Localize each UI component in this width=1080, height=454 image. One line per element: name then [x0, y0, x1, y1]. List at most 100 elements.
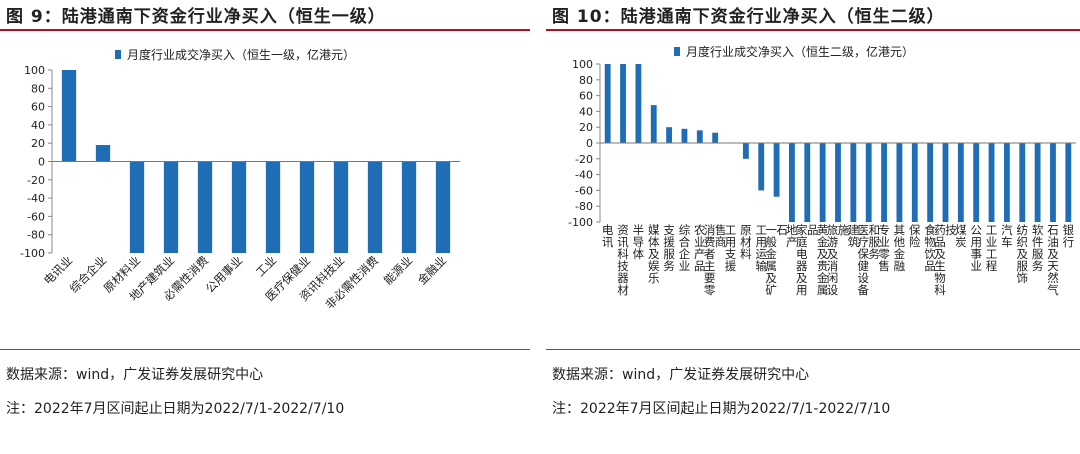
figure-10-bottom-rule: [546, 349, 1080, 350]
category-label: 家庭电器及用品: [796, 223, 819, 297]
bar-11: [401, 161, 417, 253]
bar-10: [742, 143, 749, 159]
figure-10-panel: 图 10：陆港通南下资金行业净买入（恒生二级） 100 80 60 40 20 0 -20 -…: [546, 0, 1080, 454]
bar-7: [265, 161, 281, 253]
y-tick-label: -40: [27, 192, 45, 205]
bar-25: [973, 143, 980, 222]
bar-20: [896, 143, 903, 222]
figure-9-top-rule: [0, 29, 530, 31]
bar-15: [819, 143, 826, 222]
y-tick-label: -60: [575, 184, 593, 197]
bar-22: [927, 143, 934, 222]
bar-21: [911, 143, 918, 222]
category-label: 工用支援: [725, 223, 737, 273]
bar-4: [650, 105, 657, 143]
category-label: 综合企业: [67, 253, 109, 295]
figure-10-note: 注：2022年7月区间起止日期为2022/7/1-2022/7/10: [552, 401, 891, 417]
y-tick-label: 60: [31, 101, 45, 114]
y-tick-label: 0: [586, 137, 593, 150]
figure-9-chart: 100 80 60 40 20 0 -20 -40 -60 -80 -100 月度行业成交净买入（恒生…: [20, 47, 460, 312]
y-tick-label: 40: [31, 119, 45, 132]
bar-1: [604, 64, 611, 143]
category-label: 石油及天然气: [1047, 223, 1059, 297]
bar-27: [1003, 143, 1010, 222]
bar-6: [231, 161, 247, 253]
bar-30: [1050, 143, 1056, 222]
figure-9-title: 图 9：陆港通南下资金行业净买入（恒生一级）: [6, 7, 386, 27]
legend-swatch: [115, 50, 121, 59]
bar-10: [367, 161, 383, 253]
legend-label: 月度行业成交净买入（恒生一级，亿港元）: [127, 47, 355, 62]
category-label: 煤炭: [955, 223, 967, 249]
bar-12: [435, 161, 451, 253]
bar-9: [333, 161, 349, 253]
bar-28: [1019, 143, 1026, 222]
category-label: 资讯科技器材: [617, 223, 629, 297]
figure-10-chart: 100 80 60 40 20 0 -20 -40 -60 -80 -100 月度行业成交净买入（恒生…: [568, 44, 1076, 297]
legend-swatch: [674, 47, 680, 56]
bar-8: [299, 161, 315, 253]
category-label: 其他金融: [894, 223, 906, 273]
bar-29: [1034, 143, 1041, 222]
bar-24: [957, 143, 964, 222]
category-label: 建筑: [848, 223, 860, 249]
category-label: 专业零售: [878, 223, 890, 273]
figure-9-bottom-rule: [0, 349, 530, 350]
y-tick-label: 20: [31, 137, 45, 150]
category-label: 地产: [786, 223, 798, 249]
y-tick-label: 60: [579, 90, 593, 103]
category-label: 公用事业: [203, 253, 245, 295]
bar-3: [635, 64, 642, 143]
y-tick-label: -100: [20, 247, 45, 260]
figure-10-source: 数据来源：wind，广发证券发展研究中心: [552, 367, 810, 383]
category-label: 工业工程: [986, 223, 998, 273]
y-tick-label: -100: [568, 216, 593, 229]
category-label: 黄金及贵金属: [817, 223, 829, 297]
bar-6: [681, 128, 688, 143]
category-label: 药品及生物科技: [934, 223, 957, 297]
y-tick-label: 80: [579, 74, 593, 87]
bar-2: [620, 64, 626, 143]
category-label: 支援服务: [663, 223, 675, 273]
y-tick-label: -40: [575, 169, 593, 182]
bar-31: [1065, 143, 1072, 222]
figure-9-panel: 图 9：陆港通南下资金行业净买入（恒生一级） 100 80 60 40 20 0 -20 -4…: [0, 0, 530, 454]
category-label: 电讯: [602, 223, 614, 249]
category-label: 农业产品: [694, 223, 706, 273]
y-tick-label: 100: [24, 64, 45, 77]
category-label: 旅游及消闲设施: [827, 223, 850, 297]
bar-23: [942, 143, 949, 222]
category-label: 半导体: [633, 223, 645, 261]
y-tick-label: 20: [579, 121, 593, 134]
figure-9-note: 注：2022年7月区间起止日期为2022/7/1-2022/7/10: [6, 401, 345, 417]
category-label: 软件服务: [1032, 223, 1044, 273]
bar-5: [197, 161, 213, 253]
y-tick-label: -80: [575, 200, 593, 213]
category-label: 媒体及娱乐: [648, 223, 660, 285]
bar-7: [696, 130, 703, 143]
category-label: 原材料: [740, 223, 752, 261]
category-label: 保险: [909, 223, 921, 249]
bar-2: [95, 145, 111, 162]
bar-4: [163, 161, 179, 253]
category-label: 一般金属及矿石: [765, 223, 788, 297]
bar-11: [758, 143, 765, 191]
y-tick-label: -20: [27, 174, 45, 187]
bar-17: [850, 143, 857, 222]
category-label: 工业: [253, 253, 279, 279]
bar-19: [881, 143, 887, 222]
category-label: 食物饮品: [924, 223, 936, 273]
bar-8: [712, 132, 719, 143]
legend-label: 月度行业成交净买入（恒生二级，亿港元）: [686, 44, 914, 59]
bar-12: [773, 143, 780, 197]
bar-13: [789, 143, 795, 222]
bar-18: [865, 143, 872, 222]
category-label: 公用事业: [970, 223, 982, 273]
bar-5: [666, 127, 673, 143]
y-tick-label: 0: [38, 156, 45, 169]
category-label: 医疗保健设备和服务: [857, 223, 880, 297]
bar-16: [835, 143, 841, 222]
category-label: 消费者主要零售商: [704, 223, 727, 297]
category-label: 综合企业: [679, 223, 691, 273]
category-label: 能源业: [381, 253, 415, 287]
